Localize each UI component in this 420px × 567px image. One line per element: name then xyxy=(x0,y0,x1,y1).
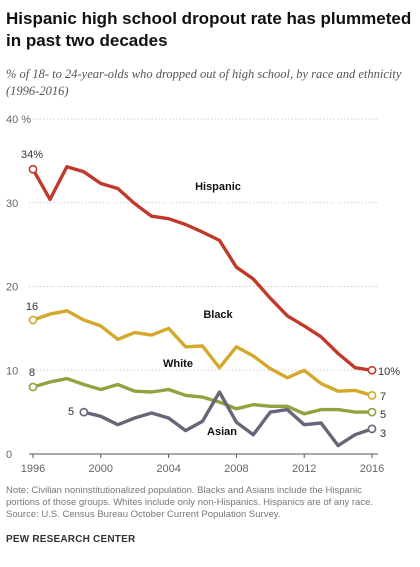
end-value-label-hispanic: 10% xyxy=(378,366,400,378)
series-line-white xyxy=(31,376,374,416)
start-value-label-black: 16 xyxy=(26,301,38,313)
y-tick-label: 10 xyxy=(6,365,18,377)
line-chart: 40 % 30 20 10 0 1996 2000 2004 2008 2012 2016 Hisp… xyxy=(6,114,400,475)
start-value-label-asian: 5 xyxy=(68,406,74,418)
series-label-white: White xyxy=(163,358,193,370)
start-marker-hispanic xyxy=(28,164,38,174)
y-tick-label: 20 xyxy=(6,282,18,294)
series-line-black xyxy=(31,309,374,398)
note-line: portions of those groups. Whites include… xyxy=(6,497,373,508)
source-credit: PEW RESEARCH CENTER xyxy=(6,534,136,545)
x-tick-label: 1996 xyxy=(21,463,45,475)
end-marker-black xyxy=(367,390,377,400)
chart-subtitle: % of 18- to 24-year-olds who dropped out… xyxy=(6,67,402,98)
series-label-hispanic: Hispanic xyxy=(195,181,241,193)
series-line-asian xyxy=(82,390,374,448)
chart-axes: 40 % 30 20 10 0 1996 2000 2004 2008 2012 2016 xyxy=(6,114,384,475)
x-tick-label: 2004 xyxy=(156,463,180,475)
note-line: Note: Civilian noninstitutionalized popu… xyxy=(6,485,362,496)
y-tick-label: 0 xyxy=(6,449,12,461)
chart-series xyxy=(28,164,377,448)
chart-grid xyxy=(29,118,378,371)
start-marker-white xyxy=(28,382,38,392)
series-line-hispanic xyxy=(31,164,374,372)
end-value-label-white: 5 xyxy=(380,409,386,421)
end-marker-asian xyxy=(367,424,377,434)
series-label-asian: Asian xyxy=(207,426,237,438)
series-label-black: Black xyxy=(203,309,233,321)
chart-note: Note: Civilian noninstitutionalized popu… xyxy=(6,485,414,521)
source-line: Source: U.S. Census Bureau October Curre… xyxy=(6,509,281,520)
end-value-label-asian: 3 xyxy=(380,428,386,440)
y-tick-label: 30 xyxy=(6,198,18,210)
chart-labels: Hispanic 34% 10% Black 16 7 White 8 5 Asian 5 3 xyxy=(21,149,400,440)
y-tick-label: 40 % xyxy=(6,114,31,126)
x-tick-label: 2012 xyxy=(292,463,316,475)
x-tick-label: 2000 xyxy=(89,463,113,475)
x-tick-label: 2016 xyxy=(360,463,384,475)
end-marker-white xyxy=(367,407,377,417)
start-marker-black xyxy=(28,315,38,325)
end-marker-hispanic xyxy=(367,365,377,375)
end-value-label-black: 7 xyxy=(380,391,386,403)
start-marker-asian xyxy=(79,407,89,417)
chart-title: Hispanic high school dropout rate has pl… xyxy=(6,9,412,50)
x-tick-label: 2008 xyxy=(224,463,248,475)
start-value-label-white: 8 xyxy=(29,367,35,379)
start-value-label-hispanic: 34% xyxy=(21,149,43,161)
